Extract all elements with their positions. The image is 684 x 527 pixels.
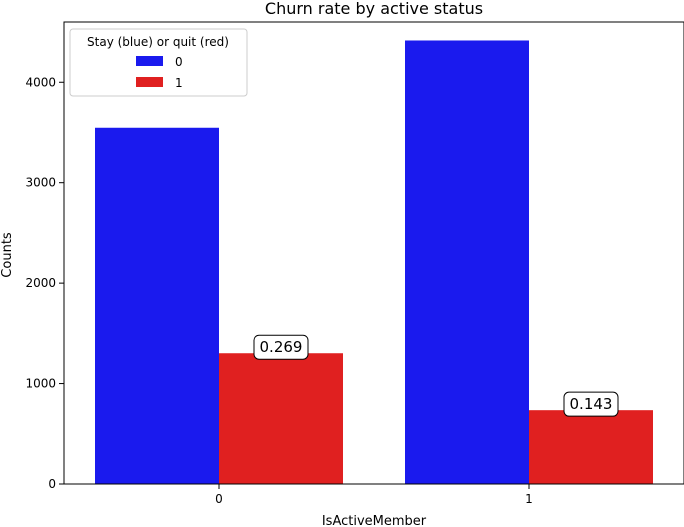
annotation-box	[253, 334, 309, 360]
y-tick-label: 3000	[25, 176, 56, 190]
legend: Stay (blue) or quit (red) 01	[69, 28, 248, 97]
bar-cat-1-series-0	[405, 40, 529, 484]
annotation-label: 0.269	[260, 338, 303, 356]
x-tick-label: 1	[525, 492, 533, 506]
legend-title: Stay (blue) or quit (red)	[87, 35, 229, 49]
x-axis-label: IsActiveMember	[322, 514, 427, 527]
plot-frame	[63, 21, 684, 485]
annotation-box	[563, 391, 619, 417]
legend-entry-0: 0	[175, 55, 183, 69]
legend-swatch-1	[136, 77, 163, 87]
bar-cat-0-series-1	[219, 353, 343, 484]
legend-swatch-0	[136, 56, 163, 66]
x-tick-label: 0	[215, 492, 223, 506]
y-axis-label: Counts	[0, 232, 15, 278]
legend-entry-1: 1	[175, 76, 183, 90]
y-tick-label: 0	[48, 477, 56, 491]
y-tick-label: 1000	[25, 377, 56, 391]
y-tick-label: 2000	[25, 276, 56, 290]
bar-cat-0-series-0	[95, 127, 219, 485]
annotations-group: 0.269 0.143	[253, 334, 619, 417]
annotation-label: 0.143	[570, 395, 613, 413]
bars-group	[95, 40, 653, 485]
y-axis: 0 1000 2000 3000 4000	[25, 75, 64, 491]
y-tick-label: 4000	[25, 75, 56, 89]
legend-entries: 01	[136, 55, 183, 90]
bar-cat-1-series-1	[529, 410, 653, 484]
chart-title: Churn rate by active status	[265, 0, 483, 18]
